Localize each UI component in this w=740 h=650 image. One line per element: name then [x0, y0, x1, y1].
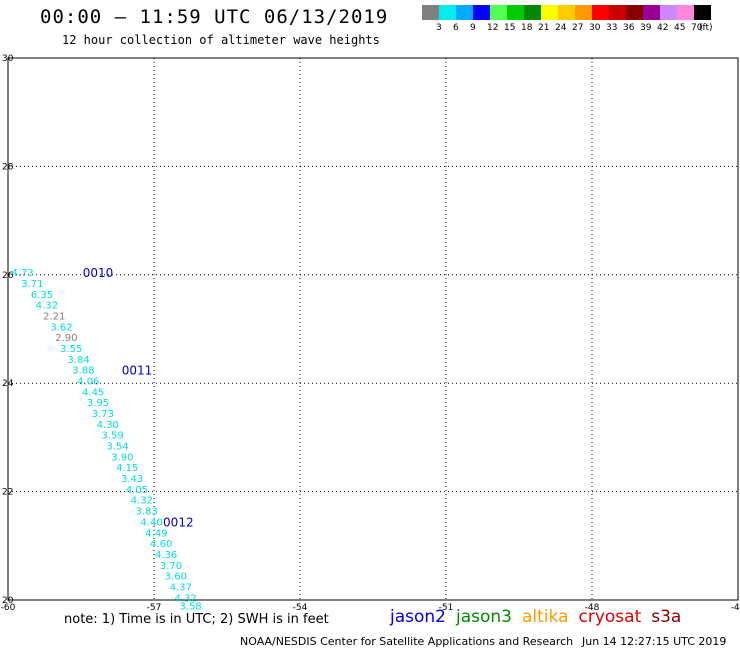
credit-text: NOAA/NESDIS Center for Satellite Applica…: [240, 635, 574, 648]
wave-height-value: 4.73: [11, 268, 33, 279]
wave-height-value: 3.90: [111, 452, 133, 463]
y-tick-label: 24: [2, 379, 14, 389]
color-swatch: [592, 5, 609, 20]
color-scale-label: 12: [487, 23, 499, 33]
wave-height-value: 3.55: [60, 344, 82, 355]
color-scale-label: 42: [657, 23, 669, 33]
color-scale-label: 70: [691, 23, 703, 33]
wave-height-value: 4.30: [97, 420, 119, 431]
color-swatch: [694, 5, 711, 20]
color-scale-label: 9: [470, 23, 476, 33]
y-tick-label: 28: [2, 162, 14, 172]
wave-height-value: 4.36: [155, 550, 177, 561]
satellite-legend-item: cryosat: [578, 607, 642, 627]
color-swatch: [473, 5, 490, 20]
color-scale-label: 30: [589, 23, 601, 33]
y-tick-label: 26: [2, 271, 14, 281]
wave-height-value: 3.84: [67, 355, 89, 366]
color-scale-label: 24: [555, 23, 567, 33]
units-note: note: 1) Time is in UTC; 2) SWH is in fe…: [64, 612, 329, 627]
color-scale-label: 36: [623, 23, 635, 33]
wave-height-value: 6.35: [31, 290, 53, 301]
wave-height-value: 2.21: [43, 311, 65, 322]
color-swatch: [626, 5, 643, 20]
color-scale-unit: (ft): [699, 23, 713, 33]
color-scale-label: 27: [572, 23, 584, 33]
color-scale-label: 33: [606, 23, 618, 33]
satellite-legend: jason2 jason3 altika cryosat s3a: [390, 607, 691, 627]
color-scale-label: 15: [504, 23, 516, 33]
color-swatch: [524, 5, 541, 20]
wave-height-value: 4.49: [145, 528, 167, 539]
satellite-legend-item: altika: [522, 607, 569, 627]
color-swatch: [575, 5, 592, 20]
wave-height-value: 3.60: [165, 572, 187, 583]
color-swatch: [490, 5, 507, 20]
color-scale-label: 45: [674, 23, 686, 33]
wave-height-value: 2.90: [55, 333, 77, 344]
color-scale-label: 39: [640, 23, 652, 33]
wave-height-value: 4.40: [140, 517, 162, 528]
x-tick-label: -51: [439, 603, 454, 613]
wave-height-value: 3.59: [102, 431, 124, 442]
time-marker-label: 0012: [163, 515, 194, 529]
color-swatch: [558, 5, 575, 20]
wave-height-value: 3.88: [72, 366, 94, 377]
color-scale-label: 18: [521, 23, 533, 33]
wave-height-value: 4.45: [82, 387, 104, 398]
wave-height-value: 4.60: [150, 539, 172, 550]
generation-timestamp: Jun 14 12:27:15 UTC 2019: [582, 635, 727, 648]
x-tick-label: -54: [293, 603, 308, 613]
x-tick-label: -60: [1, 603, 16, 613]
y-tick-label: 22: [2, 488, 13, 498]
wave-height-value: 3.58: [179, 601, 201, 612]
y-tick-label: 20: [2, 596, 14, 606]
wave-height-value: 3.71: [21, 279, 43, 290]
color-swatch: [507, 5, 524, 20]
color-swatch: [643, 5, 660, 20]
color-scale-label: 21: [538, 23, 550, 33]
color-swatch: [439, 5, 456, 20]
satellite-legend-item: jason2: [390, 607, 446, 627]
wave-height-value: 3.83: [136, 507, 158, 518]
wave-height-value: 3.73: [92, 409, 114, 420]
color-scale-label: 6: [453, 23, 459, 33]
color-swatch: [660, 5, 677, 20]
wave-height-value: 4.05: [126, 485, 148, 496]
wave-height-value: 4.32: [131, 496, 153, 507]
color-swatch: [677, 5, 694, 20]
x-tick-label: -57: [147, 603, 162, 613]
wave-height-value: 3.54: [106, 442, 128, 453]
color-swatch: [456, 5, 473, 20]
x-tick-label: -48: [585, 603, 600, 613]
x-tick-label: -45: [731, 603, 740, 613]
wave-height-value: 4.32: [36, 301, 58, 312]
time-marker-label: 0010: [83, 266, 114, 280]
wave-height-value: 4.32: [175, 593, 197, 604]
y-tick-label: 30: [2, 54, 14, 64]
satellite-legend-item: jason3: [456, 607, 512, 627]
page-title: 00:00 – 11:59 UTC 06/13/2019: [40, 6, 389, 28]
plot-frame: [7, 57, 739, 601]
color-swatch: [541, 5, 558, 20]
wave-height-value: 4.37: [170, 582, 192, 593]
color-swatch: [422, 5, 439, 20]
wave-height-value: 4.15: [116, 463, 138, 474]
wave-height-value: 3.95: [87, 398, 109, 409]
wave-height-value: 3.70: [160, 561, 182, 572]
time-marker-label: 0011: [122, 364, 153, 378]
color-swatch: [609, 5, 626, 20]
page-subtitle: 12 hour collection of altimeter wave hei…: [62, 33, 380, 47]
wave-height-value: 4.06: [77, 376, 99, 387]
wave-height-value: 3.43: [121, 474, 143, 485]
wave-height-value: 3.62: [50, 322, 72, 333]
color-scale-label: 3: [436, 23, 442, 33]
satellite-legend-item: s3a: [651, 607, 682, 627]
